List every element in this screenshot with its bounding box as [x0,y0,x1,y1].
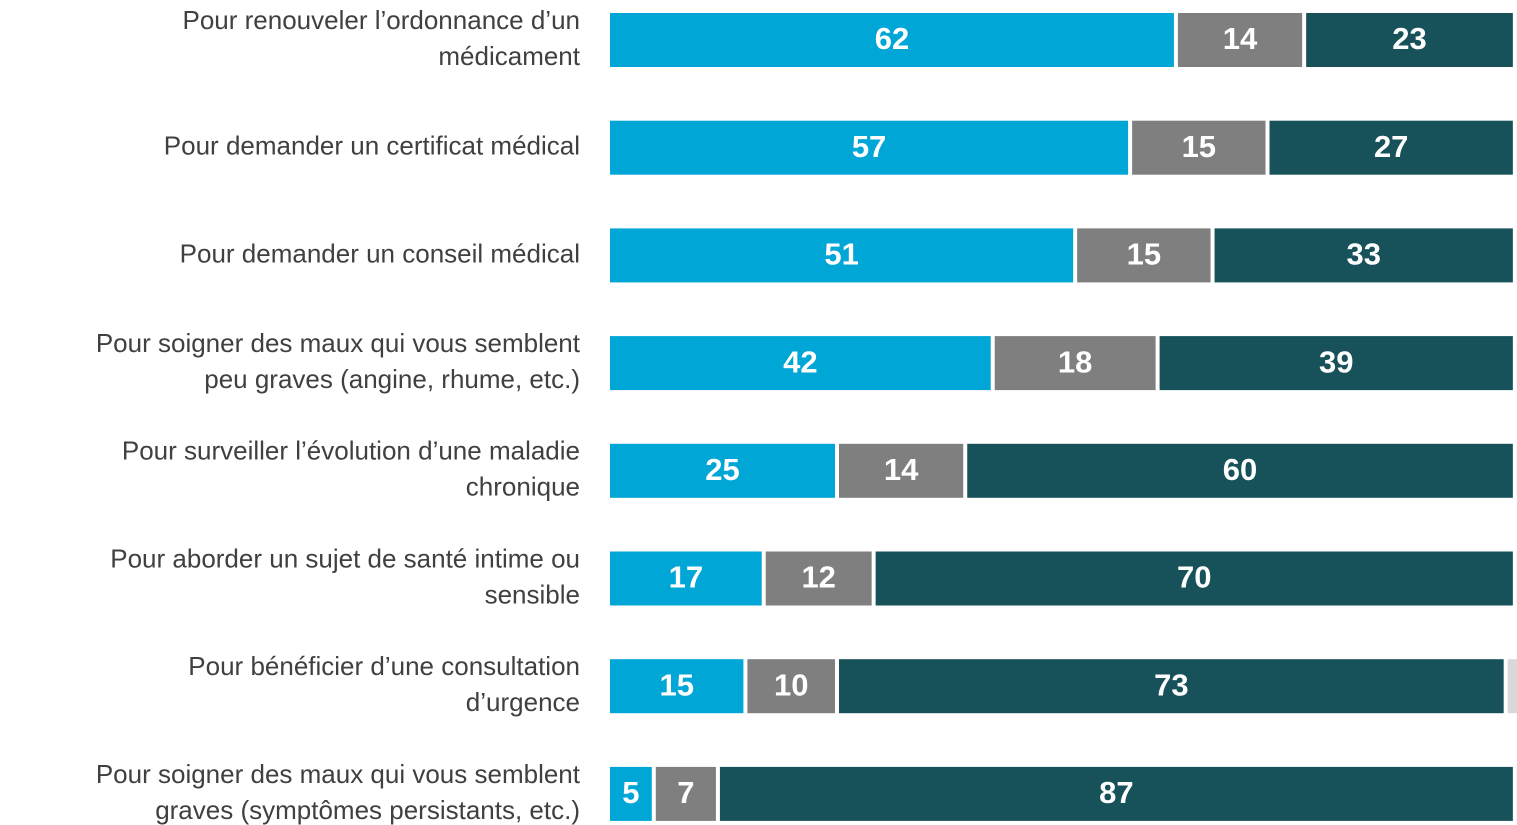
category-label: Pour bénéficier d’une consultation [188,651,580,681]
bar-segment [875,551,1513,606]
value-label: 14 [884,452,919,487]
bar-segment [967,443,1513,498]
category-label: médicament [438,41,580,71]
bar-segment [765,551,872,606]
bar-segment [610,228,1074,283]
bar-segment [1132,120,1266,175]
value-label: 15 [1127,237,1161,272]
value-label: 25 [705,452,739,487]
value-label: 18 [1058,344,1092,379]
category-label: sensible [485,579,580,609]
bar-segment [839,659,1504,714]
value-label: 42 [783,344,817,379]
bar-segment [610,120,1129,175]
bar-segment [1306,13,1513,67]
bar-segment [719,766,1513,821]
value-label: 14 [1223,21,1258,56]
category-label: d’urgence [466,687,580,717]
bar-segment [1214,228,1513,283]
value-label: 60 [1223,452,1257,487]
value-label: 23 [1392,21,1426,56]
category-label: graves (symptômes persistants, etc.) [155,795,580,825]
value-label: 17 [669,560,703,595]
value-label: 12 [801,560,835,595]
bar-segment [1077,228,1211,283]
value-label: 57 [852,129,886,164]
value-label: 87 [1099,775,1133,810]
value-label: 51 [824,237,858,272]
bar-segment [610,659,744,714]
category-label: peu graves (angine, rhume, etc.) [204,364,580,394]
bar-segment [1159,336,1513,391]
value-label: 33 [1346,237,1380,272]
bar-segment [610,336,991,391]
category-label: Pour soigner des maux qui vous semblent [96,759,581,789]
bar-segment [655,766,716,821]
value-label: 15 [659,667,693,702]
value-label: 73 [1154,667,1188,702]
value-label: 7 [677,775,694,810]
bar-segment [1507,659,1517,714]
value-label: 70 [1177,560,1211,595]
bar-segment [610,13,1174,67]
value-label: 10 [774,667,808,702]
category-label: Pour surveiller l’évolution d’une maladi… [122,436,580,466]
bar-segment [1177,13,1303,67]
value-label: 5 [622,775,639,810]
bar-segment [839,443,964,498]
category-label: Pour soigner des maux qui vous semblent [96,328,581,358]
value-label: 39 [1319,344,1353,379]
bar-segment [610,551,762,606]
category-label: Pour demander un conseil médical [180,238,580,268]
bar-segment [1269,120,1513,175]
bar-segment [610,766,652,821]
category-label: Pour demander un certificat médical [164,131,580,161]
bar-segment [994,336,1156,391]
value-label: 27 [1374,129,1408,164]
value-label: 15 [1182,129,1216,164]
bar-segment [747,659,835,714]
value-label: 62 [875,21,909,56]
category-label: chronique [466,472,580,502]
category-label: Pour renouveler l’ordonnance d’un [183,5,581,35]
bar-segment [610,443,835,498]
category-label: Pour aborder un sujet de santé intime ou [110,543,580,573]
